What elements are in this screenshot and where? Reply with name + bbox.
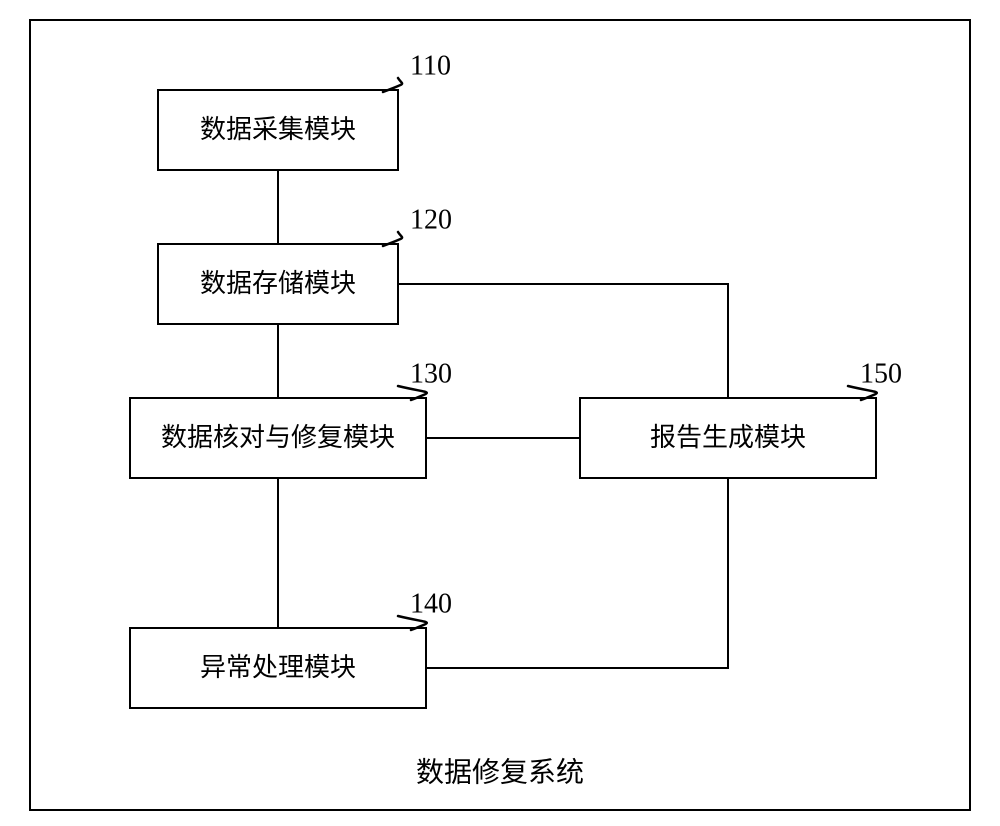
node-n110: 数据采集模块: [158, 90, 398, 170]
node-n120: 数据存储模块: [158, 244, 398, 324]
node-n140: 异常处理模块: [130, 628, 426, 708]
node-n150: 报告生成模块: [580, 398, 876, 478]
ref-label-n150: 150: [860, 358, 902, 389]
diagram-title: 数据修复系统: [416, 756, 584, 788]
node-label: 数据存储模块: [200, 269, 356, 298]
edge-n140-n150: [426, 478, 728, 668]
node-label: 报告生成模块: [650, 423, 806, 452]
diagram-canvas: 数据采集模块 110 数据存储模块 120 数据核对与修复模块 130 异常处理模块 140 报…: [0, 0, 1000, 826]
node-label: 异常处理模块: [200, 653, 356, 682]
node-n130: 数据核对与修复模块: [130, 398, 426, 478]
ref-label-n140: 140: [410, 588, 452, 619]
ref-label-n110: 110: [410, 50, 451, 81]
ref-label-n130: 130: [410, 358, 452, 389]
node-label: 数据核对与修复模块: [161, 423, 395, 452]
ref-label-n120: 120: [410, 204, 452, 235]
node-label: 数据采集模块: [200, 115, 356, 144]
